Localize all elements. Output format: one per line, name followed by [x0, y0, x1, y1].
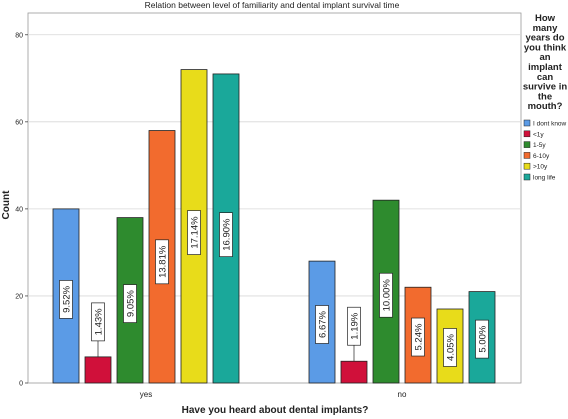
legend-swatch	[523, 173, 531, 181]
data-label-text: 1.19%	[350, 312, 361, 339]
legend-swatch	[523, 119, 531, 127]
data-label-box	[475, 319, 489, 359]
data-label-text: 9.52%	[62, 285, 73, 312]
bar	[84, 356, 112, 384]
data-label-text: 1.43%	[94, 308, 105, 335]
data-label-text: 16.90%	[222, 218, 233, 251]
data-label: 1.19%	[347, 306, 361, 346]
data-label: 9.52%	[59, 280, 73, 319]
data-label-text: 17.14%	[190, 216, 201, 249]
data-label-box	[187, 210, 201, 255]
legend-swatch	[523, 152, 531, 159]
y-axis-label: Count	[1, 190, 12, 220]
data-label: 13.81%	[155, 239, 169, 285]
data-label: 1.43%	[91, 302, 105, 342]
y-tick-label: 60	[15, 119, 23, 126]
y-tick-label: 20	[15, 293, 23, 300]
y-tick-label: 0	[19, 381, 23, 388]
data-label: 16.90%	[219, 212, 233, 258]
data-label-box	[443, 328, 457, 367]
data-label: 6.67%	[315, 305, 329, 344]
y-tick-label: 40	[15, 206, 23, 213]
legend-label: 1-5y	[533, 142, 546, 149]
data-label-box	[155, 239, 169, 285]
chart-title: Relation between level of familiarity an…	[145, 0, 400, 10]
legend-swatch	[523, 130, 531, 138]
bar	[340, 360, 368, 384]
legend-swatch	[523, 162, 531, 170]
data-label-text: 6.67%	[318, 310, 329, 337]
data-label-text: 4.05%	[446, 333, 457, 360]
data-label-box	[219, 212, 233, 258]
data-label-box	[315, 305, 329, 344]
data-label-text: 10.00%	[382, 279, 393, 312]
data-label-text: 13.81%	[158, 245, 169, 278]
data-label-box	[379, 272, 393, 318]
data-label: 10.00%	[379, 272, 393, 318]
x-tick-label: yes	[140, 390, 152, 399]
data-label-box	[59, 280, 73, 319]
data-label-box	[347, 306, 361, 346]
data-label-text: 9.05%	[126, 290, 137, 317]
bar	[404, 286, 432, 384]
data-label: 5.24%	[411, 317, 425, 357]
data-label: 4.05%	[443, 328, 457, 367]
legend-label: 6-10y	[533, 153, 550, 160]
legend-label: >10y	[533, 164, 548, 171]
legend-label: I dont know	[533, 121, 567, 128]
data-label-text: 5.00%	[478, 325, 489, 352]
legend-label: <1y	[533, 131, 544, 138]
y-tick-label: 80	[15, 32, 23, 39]
legend-label: long life	[533, 175, 556, 182]
x-axis-label: Have you heard about dental implants?	[182, 405, 369, 416]
data-label-box	[411, 317, 425, 357]
legend-swatch	[523, 141, 531, 148]
data-label: 5.00%	[475, 319, 489, 359]
data-label-text: 5.24%	[414, 323, 425, 350]
data-label-box	[123, 284, 137, 323]
legend-title: How many years do you think an implant can surv…	[523, 13, 568, 112]
x-tick-label: no	[398, 390, 407, 399]
data-label-box	[91, 302, 105, 342]
data-label: 17.14%	[187, 210, 201, 255]
data-label: 9.05%	[123, 284, 137, 323]
